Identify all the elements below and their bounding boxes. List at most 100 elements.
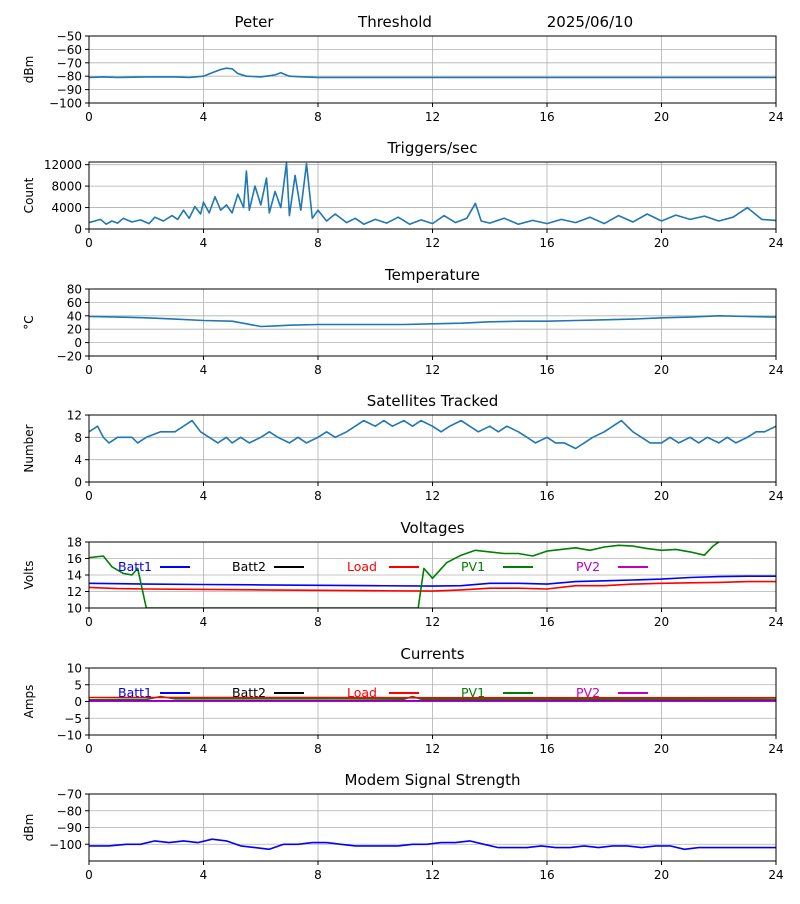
x-tick-label: 20 [654, 110, 669, 124]
x-tick-label: 16 [539, 868, 554, 882]
x-tick-label: 16 [539, 489, 554, 503]
y-tick-label: −5 [64, 712, 82, 726]
panel-title: Modem Signal Strength [345, 771, 521, 789]
y-tick-label: 8000 [51, 180, 82, 194]
y-tick-label: −80 [57, 70, 82, 84]
y-axis-label: Number [22, 424, 36, 472]
y-tick-label: 14 [67, 569, 82, 583]
x-tick-label: 0 [85, 236, 93, 250]
y-tick-label: 0 [74, 336, 82, 350]
y-tick-label: 0 [74, 695, 82, 709]
header-date: 2025/06/10 [547, 13, 633, 31]
y-tick-label: 0 [74, 476, 82, 490]
x-tick-label: 16 [539, 742, 554, 756]
header-mode: Threshold [357, 13, 432, 31]
y-tick-label: 0 [74, 223, 82, 237]
y-tick-label: −80 [57, 804, 82, 818]
x-tick-label: 8 [314, 363, 322, 377]
legend-label-pv1: PV1 [461, 559, 485, 574]
x-tick-label: 0 [85, 868, 93, 882]
y-tick-label: −50 [57, 30, 82, 44]
x-tick-label: 16 [539, 236, 554, 250]
y-tick-label: 60 [67, 296, 82, 310]
x-tick-label: 12 [425, 489, 440, 503]
y-tick-label: −10 [57, 729, 82, 743]
legend-label-batt2: Batt2 [232, 685, 266, 700]
legend-label-pv2: PV2 [576, 685, 600, 700]
x-tick-label: 0 [85, 363, 93, 377]
x-tick-label: 24 [768, 615, 783, 629]
y-tick-label: −70 [57, 788, 82, 802]
x-tick-label: 20 [654, 236, 669, 250]
y-tick-label: 20 [67, 323, 82, 337]
x-tick-label: 8 [314, 489, 322, 503]
panel-title: Currents [400, 645, 464, 663]
y-tick-label: 12 [67, 585, 82, 599]
y-tick-label: 4000 [51, 201, 82, 215]
x-tick-label: 20 [654, 615, 669, 629]
x-tick-label: 12 [425, 110, 440, 124]
x-tick-label: 0 [85, 489, 93, 503]
x-tick-label: 8 [314, 742, 322, 756]
x-tick-label: 16 [539, 615, 554, 629]
y-tick-label: −100 [49, 838, 82, 852]
x-tick-label: 12 [425, 236, 440, 250]
y-axis-label: dBm [22, 814, 36, 842]
x-tick-label: 0 [85, 110, 93, 124]
y-tick-label: −60 [57, 43, 82, 57]
x-tick-label: 4 [200, 236, 208, 250]
x-tick-label: 0 [85, 615, 93, 629]
legend-label-batt2: Batt2 [232, 559, 266, 574]
y-tick-label: 5 [74, 678, 82, 692]
y-tick-label: 12000 [44, 158, 82, 172]
x-tick-label: 0 [85, 742, 93, 756]
legend-label-load: Load [347, 685, 377, 700]
x-tick-label: 4 [200, 615, 208, 629]
x-tick-label: 4 [200, 868, 208, 882]
x-tick-label: 8 [314, 236, 322, 250]
x-tick-label: 20 [654, 868, 669, 882]
x-tick-label: 24 [768, 110, 783, 124]
legend-label-pv1: PV1 [461, 685, 485, 700]
x-tick-label: 24 [768, 868, 783, 882]
y-tick-label: 10 [67, 662, 82, 676]
legend-label-batt1: Batt1 [118, 685, 152, 700]
panel-triggers: 0 4 8 12 16 20 24 12000 8000 4000 0 Count Triggers/s… [22, 139, 784, 250]
legend-label-batt1: Batt1 [118, 559, 152, 574]
y-tick-label: 16 [67, 552, 82, 566]
x-tick-label: 24 [768, 742, 783, 756]
x-tick-label: 4 [200, 742, 208, 756]
y-tick-label: −70 [57, 56, 82, 70]
x-tick-label: 4 [200, 489, 208, 503]
y-tick-label: −90 [57, 821, 82, 835]
x-tick-label: 8 [314, 615, 322, 629]
y-tick-label: 12 [67, 409, 82, 423]
x-tick-label: 20 [654, 363, 669, 377]
y-tick-label: 4 [74, 453, 82, 467]
x-tick-label: 4 [200, 110, 208, 124]
y-axis-label: dBm [22, 56, 36, 84]
panel-title: Temperature [384, 266, 480, 284]
y-axis-label: Count [22, 177, 36, 213]
y-axis-label: Amps [22, 685, 36, 719]
y-tick-label: −100 [49, 97, 82, 111]
panel-title: Satellites Tracked [367, 392, 498, 410]
y-tick-label: −20 [57, 350, 82, 364]
header-site: Peter [234, 13, 274, 31]
y-axis-label: °C [22, 315, 36, 329]
x-tick-label: 8 [314, 110, 322, 124]
x-tick-label: 20 [654, 489, 669, 503]
x-tick-label: 12 [425, 615, 440, 629]
x-tick-label: 4 [200, 363, 208, 377]
x-tick-label: 24 [768, 236, 783, 250]
y-tick-label: 8 [74, 431, 82, 445]
x-tick-label: 16 [539, 110, 554, 124]
panel-title: Triggers/sec [387, 139, 478, 157]
